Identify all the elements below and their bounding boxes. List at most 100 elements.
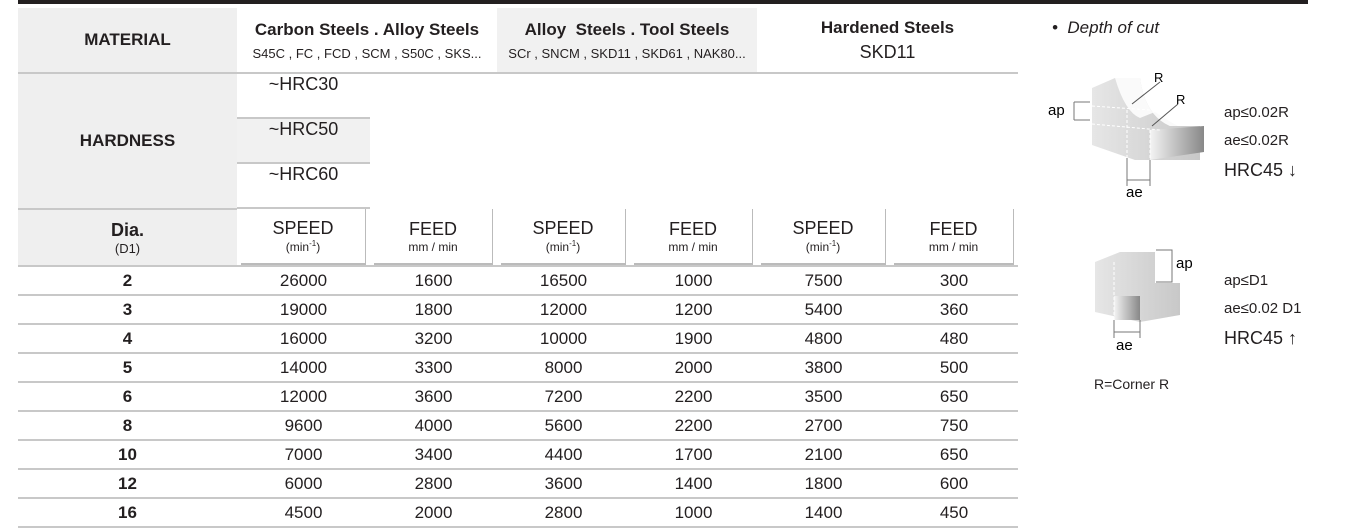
group-grades: S45C , FC , FCD , SCM , S50C , SKS...	[252, 45, 482, 61]
figure-2-square-shoulder	[1095, 249, 1180, 338]
speed-cell: 7500	[757, 266, 891, 296]
dia-cell: 5	[18, 353, 237, 383]
top-rule	[18, 0, 1308, 4]
footnote: R=Corner R	[1094, 376, 1170, 392]
figure-1-corner-radius	[1073, 78, 1204, 186]
fig1-condition-ae: ae≤0.02R	[1224, 132, 1289, 149]
feed-cell: 2000	[370, 498, 497, 528]
table-row: 3 19000 1800 12000 1200 5400 360	[18, 295, 1019, 325]
material-row: MATERIAL Carbon Steels . Alloy Steels S45…	[18, 8, 1019, 74]
ae-label: ae	[1116, 337, 1133, 354]
feed-cell: 600	[890, 469, 1019, 499]
feed-cell: 1000	[630, 266, 758, 296]
feed-cell: 1000	[630, 498, 758, 528]
table-row: 12 6000 2800 3600 1400 1800 600	[18, 469, 1019, 499]
feed-header: FEED mm / min	[370, 209, 497, 267]
dia-cell: 16	[18, 498, 237, 528]
speed-cell: 12000	[497, 295, 630, 325]
feed-cell: 360	[890, 295, 1019, 325]
table-row: 8 9600 4000 5600 2200 2700 750	[18, 411, 1019, 441]
dia-label: Dia.	[110, 219, 144, 240]
feed-cell: 1600	[370, 266, 497, 296]
speed-cell: 16000	[237, 324, 370, 354]
feed-cell: 3300	[370, 353, 497, 383]
group-grades: SCr , SNCM , SKD11 , SKD61 , NAK80...	[508, 45, 746, 61]
radius-label: R	[1176, 92, 1185, 107]
speed-cell: 6000	[237, 469, 370, 499]
radius-label: R	[1154, 70, 1163, 85]
material-group-2: Alloy Steels . Tool Steels SCr , SNCM , S…	[497, 8, 758, 74]
feed-cell: 1900	[630, 324, 758, 354]
feed-cell: 2800	[370, 469, 497, 499]
fig2-condition-hrc: HRC45 ↑	[1224, 328, 1298, 348]
material-group-3: Hardened Steels SKD11	[757, 8, 1019, 74]
feed-cell: 650	[890, 382, 1019, 412]
feed-cell: 2000	[630, 353, 758, 383]
feed-cell: 3600	[370, 382, 497, 412]
fig1-condition-hrc: HRC45 ↓	[1224, 160, 1298, 180]
depth-of-cut-diagrams: R R ap ae ap ae	[1048, 70, 1204, 354]
feed-cell: 300	[890, 266, 1019, 296]
hardness-value: ~HRC60	[237, 164, 370, 209]
speed-cell: 1800	[757, 469, 891, 499]
dia-header: Dia. (D1)	[18, 209, 237, 267]
depth-of-cut-panel: • Depth of cut R R ap ae ap ae ap≤0.02R …	[1030, 0, 1345, 455]
dia-cell: 8	[18, 411, 237, 441]
ap-label: ap	[1176, 255, 1193, 272]
speed-cell: 26000	[237, 266, 370, 296]
fig1-condition-ap: ap≤0.02R	[1224, 104, 1289, 121]
speed-cell: 2800	[497, 498, 630, 528]
hardness-label: HARDNESS	[18, 73, 237, 210]
feed-cell: 450	[890, 498, 1019, 528]
speed-cell: 1400	[757, 498, 891, 528]
ae-label: ae	[1126, 184, 1143, 201]
speed-header: SPEED (min-1)	[237, 209, 370, 267]
feed-header: FEED mm / min	[890, 209, 1019, 267]
cutting-conditions-table: MATERIAL Carbon Steels . Alloy Steels S45…	[18, 8, 1019, 528]
speed-cell: 4800	[757, 324, 891, 354]
depth-title: • Depth of cut	[1052, 18, 1160, 37]
speed-cell: 12000	[237, 382, 370, 412]
feed-cell: 4000	[370, 411, 497, 441]
feed-cell: 1200	[630, 295, 758, 325]
speed-cell: 3500	[757, 382, 891, 412]
feed-header: FEED mm / min	[630, 209, 758, 267]
group-name: Hardened Steels	[820, 17, 955, 37]
hardness-row: HARDNESS ~HRC30 ~HRC50 ~HRC60	[18, 73, 1018, 210]
feed-cell: 1400	[630, 469, 758, 499]
ap-label: ap	[1048, 102, 1065, 119]
group-name: Carbon Steels . Alloy Steels	[254, 19, 480, 39]
speed-cell: 10000	[497, 324, 630, 354]
column-header-row: Dia. (D1) SPEED (min-1) FEED mm / min SPEED (m…	[18, 209, 1019, 267]
table-row: 5 14000 3300 8000 2000 3800 500	[18, 353, 1019, 383]
speed-cell: 5600	[497, 411, 630, 441]
material-group-1: Carbon Steels . Alloy Steels S45C , FC , …	[237, 8, 497, 74]
table-row: 2 26000 1600 16500 1000 7500 300	[18, 266, 1019, 296]
speed-cell: 2700	[757, 411, 891, 441]
speed-cell: 9600	[237, 411, 370, 441]
speed-header: SPEED (min-1)	[497, 209, 630, 267]
dia-cell: 4	[18, 324, 237, 354]
feed-cell: 480	[890, 324, 1019, 354]
dia-cell: 3	[18, 295, 237, 325]
fig2-condition-ap: ap≤D1	[1224, 272, 1269, 289]
feed-cell: 1800	[370, 295, 497, 325]
dia-cell: 2	[18, 266, 237, 296]
table-row: 4 16000 3200 10000 1900 4800 480	[18, 324, 1019, 354]
feed-cell: 2200	[630, 411, 758, 441]
speed-cell: 16500	[497, 266, 630, 296]
speed-cell: 3600	[497, 469, 630, 499]
feed-cell: 2200	[630, 382, 758, 412]
feed-cell: 500	[890, 353, 1019, 383]
group-grades: SKD11	[859, 41, 916, 62]
speed-cell: 8000	[497, 353, 630, 383]
dia-cell: 6	[18, 382, 237, 412]
feed-cell: 3200	[370, 324, 497, 354]
speed-cell: 4500	[237, 498, 370, 528]
dia-cell: 12	[18, 469, 237, 499]
speed-cell: 19000	[237, 295, 370, 325]
hardness-value: ~HRC30	[237, 74, 370, 119]
speed-cell: 7200	[497, 382, 630, 412]
speed-cell: 5400	[757, 295, 891, 325]
fig2-condition-ae: ae≤0.02 D1	[1224, 300, 1302, 317]
